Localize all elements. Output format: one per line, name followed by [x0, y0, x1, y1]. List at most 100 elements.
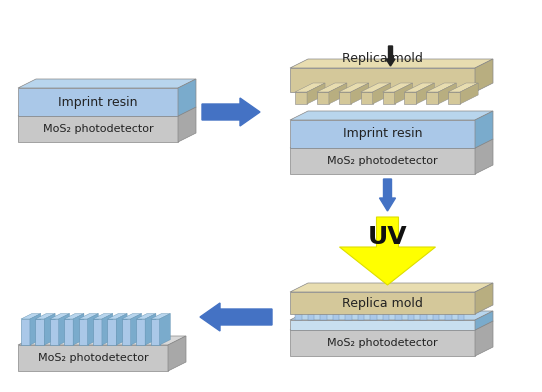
Polygon shape: [18, 107, 196, 116]
Polygon shape: [178, 79, 196, 116]
Polygon shape: [408, 314, 415, 320]
Polygon shape: [383, 314, 389, 320]
Polygon shape: [30, 314, 41, 345]
Polygon shape: [18, 88, 178, 116]
Polygon shape: [87, 314, 98, 345]
Polygon shape: [35, 319, 44, 345]
Polygon shape: [475, 139, 493, 174]
Text: Replica mold: Replica mold: [342, 296, 423, 310]
Polygon shape: [383, 310, 397, 314]
Polygon shape: [307, 310, 321, 314]
Polygon shape: [178, 107, 196, 142]
Polygon shape: [44, 314, 55, 345]
Polygon shape: [358, 310, 372, 314]
Polygon shape: [395, 310, 409, 314]
Polygon shape: [448, 83, 478, 92]
Polygon shape: [457, 314, 464, 320]
Polygon shape: [295, 92, 307, 104]
Polygon shape: [475, 111, 493, 148]
Polygon shape: [159, 314, 170, 345]
Polygon shape: [457, 310, 472, 314]
Polygon shape: [18, 116, 178, 142]
Polygon shape: [360, 83, 391, 92]
Polygon shape: [448, 92, 460, 104]
Polygon shape: [345, 314, 352, 320]
Polygon shape: [290, 148, 475, 174]
Polygon shape: [475, 311, 493, 330]
Polygon shape: [370, 310, 384, 314]
Polygon shape: [290, 311, 493, 320]
Polygon shape: [426, 83, 456, 92]
Polygon shape: [18, 79, 196, 88]
Polygon shape: [408, 310, 422, 314]
Polygon shape: [64, 319, 73, 345]
Text: Replica mold: Replica mold: [342, 51, 423, 65]
FancyArrow shape: [202, 98, 260, 126]
Polygon shape: [117, 314, 127, 345]
Polygon shape: [383, 92, 395, 104]
Polygon shape: [107, 314, 127, 319]
Polygon shape: [404, 83, 434, 92]
Polygon shape: [64, 314, 84, 319]
Polygon shape: [151, 319, 159, 345]
Polygon shape: [320, 314, 327, 320]
Polygon shape: [21, 314, 41, 319]
Polygon shape: [290, 139, 493, 148]
Polygon shape: [18, 336, 186, 345]
Polygon shape: [426, 92, 438, 104]
Polygon shape: [145, 314, 156, 345]
Polygon shape: [307, 83, 325, 104]
FancyArrow shape: [200, 303, 272, 331]
Polygon shape: [93, 314, 113, 319]
Polygon shape: [351, 83, 369, 104]
Polygon shape: [295, 314, 302, 320]
Text: UV: UV: [367, 225, 407, 249]
Polygon shape: [339, 92, 351, 104]
Polygon shape: [460, 83, 478, 104]
Polygon shape: [317, 92, 329, 104]
Polygon shape: [295, 83, 325, 92]
Polygon shape: [358, 314, 364, 320]
Polygon shape: [383, 83, 412, 92]
Polygon shape: [122, 314, 141, 319]
Polygon shape: [416, 83, 434, 104]
Polygon shape: [445, 310, 459, 314]
Polygon shape: [73, 314, 84, 345]
Polygon shape: [290, 321, 493, 330]
Polygon shape: [475, 59, 493, 92]
Polygon shape: [290, 283, 493, 292]
Polygon shape: [35, 314, 55, 319]
Polygon shape: [317, 83, 347, 92]
Polygon shape: [475, 283, 493, 314]
Polygon shape: [433, 310, 447, 314]
Polygon shape: [50, 314, 69, 319]
Polygon shape: [332, 314, 339, 320]
Polygon shape: [290, 111, 493, 120]
FancyArrow shape: [386, 46, 395, 66]
Polygon shape: [438, 83, 456, 104]
Polygon shape: [79, 314, 98, 319]
Polygon shape: [59, 314, 69, 345]
Polygon shape: [420, 314, 427, 320]
Polygon shape: [339, 83, 369, 92]
Polygon shape: [373, 83, 391, 104]
Polygon shape: [290, 330, 475, 356]
Polygon shape: [136, 314, 156, 319]
Polygon shape: [307, 314, 314, 320]
Text: MoS₂ photodetector: MoS₂ photodetector: [327, 156, 438, 166]
Polygon shape: [290, 120, 475, 148]
Polygon shape: [21, 319, 30, 345]
Polygon shape: [290, 59, 493, 68]
Polygon shape: [107, 319, 117, 345]
Polygon shape: [290, 292, 475, 314]
FancyArrow shape: [379, 179, 396, 211]
Polygon shape: [404, 92, 416, 104]
Polygon shape: [290, 320, 475, 330]
Polygon shape: [50, 319, 59, 345]
Polygon shape: [329, 83, 347, 104]
Polygon shape: [151, 314, 170, 319]
Polygon shape: [79, 319, 87, 345]
Text: Imprint resin: Imprint resin: [58, 96, 138, 109]
Polygon shape: [395, 314, 402, 320]
Polygon shape: [102, 314, 113, 345]
